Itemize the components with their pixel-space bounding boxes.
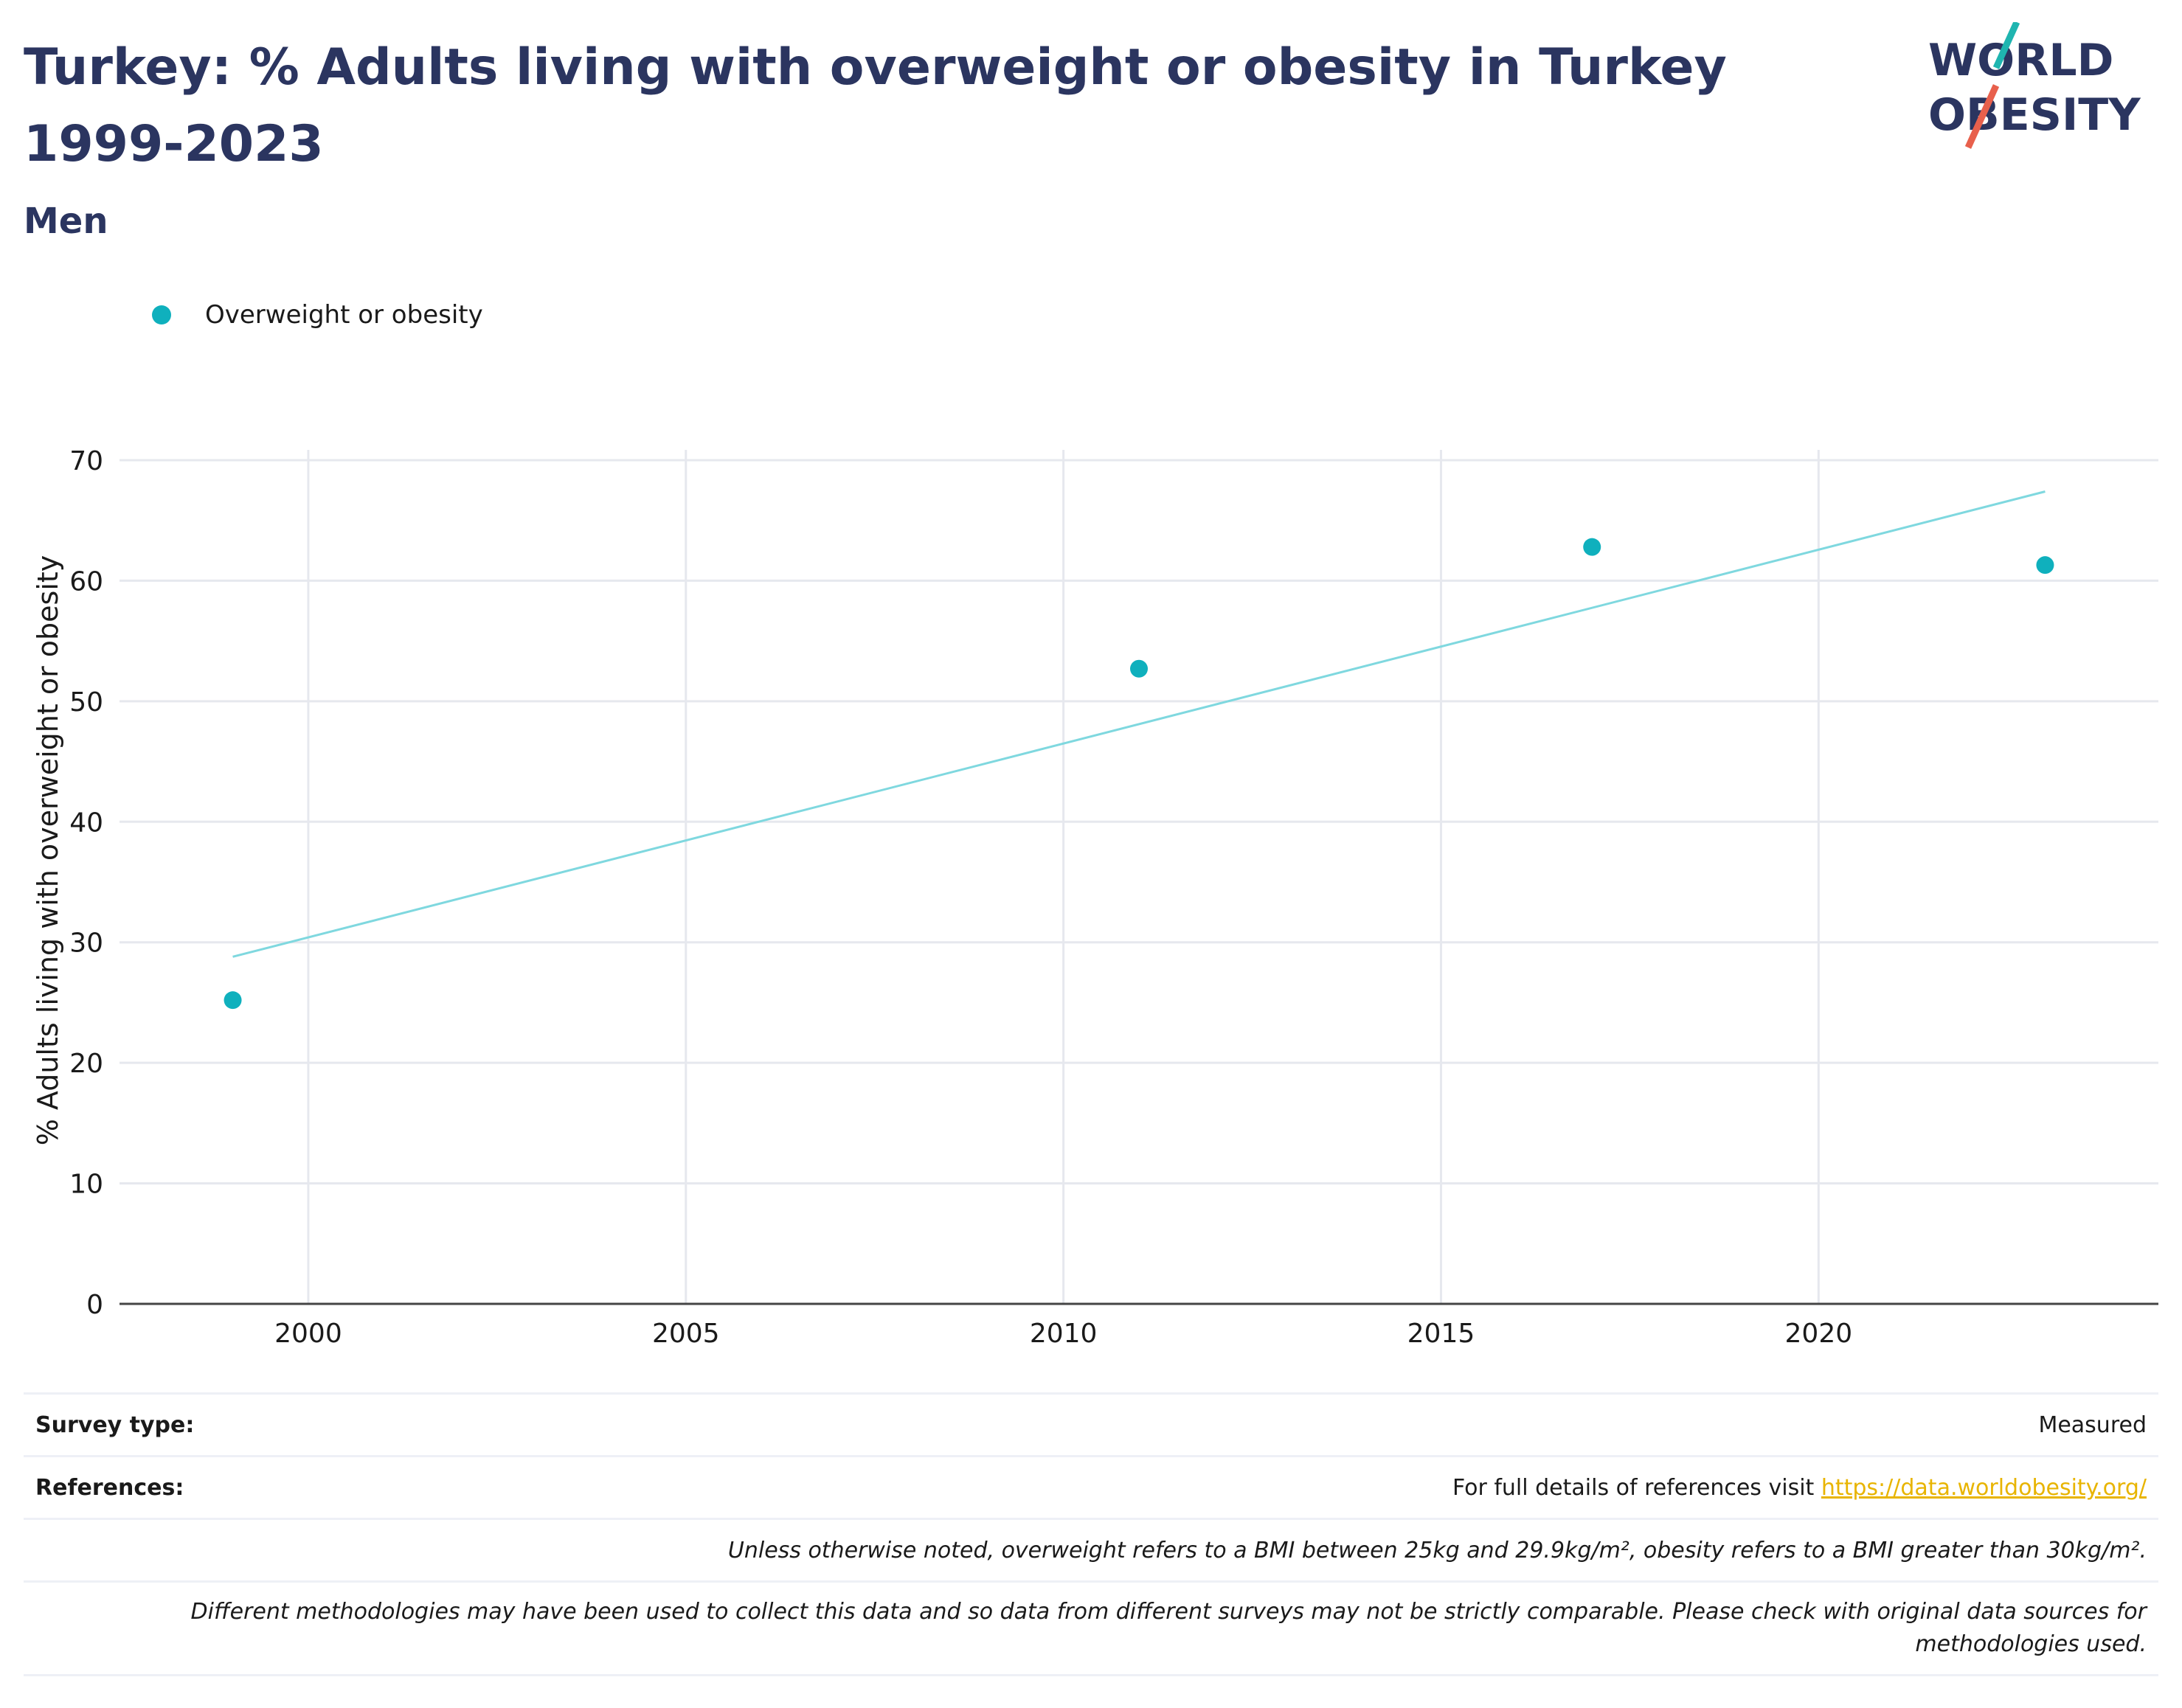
x-tick-label: 2020 (1785, 1319, 1853, 1349)
y-tick-label: 50 (69, 687, 103, 718)
legend-marker-icon (152, 305, 171, 324)
world-obesity-logo: WORLD OBESITY (1928, 22, 2141, 149)
axes: 0 10 20 30 40 50 60 70 2000 2005 2010 2015 2020 (69, 446, 2158, 1349)
data-point[interactable] (2036, 556, 2054, 574)
data-points (224, 538, 2054, 1010)
y-tick-label: 30 (69, 928, 103, 959)
survey-type-value: Measured (2038, 1412, 2147, 1438)
x-tick-label: 2015 (1407, 1319, 1475, 1349)
chart-plot[interactable]: 0 10 20 30 40 50 60 70 2000 2005 2010 2015 2020 % Ad… (0, 413, 2182, 1357)
references-value: For full details of references visit htt… (1452, 1475, 2147, 1501)
methodology-note-row: Different methodologies may have been us… (24, 1580, 2158, 1676)
legend-label: Overweight or obesity (205, 300, 483, 330)
logo-teal-slash (1992, 22, 2020, 69)
references-label: References: (35, 1474, 184, 1501)
chart-footer: Survey type: Measured References: For fu… (24, 1392, 2158, 1676)
x-tick-label: 2000 (274, 1319, 342, 1349)
y-tick-label: 60 (69, 566, 103, 597)
survey-type-label: Survey type: (35, 1412, 195, 1438)
chart-subtitle: Men (24, 201, 108, 242)
data-point[interactable] (224, 991, 242, 1010)
gridlines (120, 450, 2158, 1304)
definition-note: Unless otherwise noted, overweight refer… (727, 1537, 2147, 1563)
methodology-note: Different methodologies may have been us… (190, 1599, 2147, 1657)
page-title: Turkey: % Adults living with overweight … (24, 38, 1727, 173)
survey-type-row: Survey type: Measured (24, 1392, 2158, 1455)
y-tick-label: 40 (69, 808, 103, 838)
y-axis-title: % Adults living with overweight or obesi… (32, 555, 64, 1146)
y-tick-label: 70 (69, 446, 103, 476)
chart-legend[interactable]: Overweight or obesity (152, 296, 483, 333)
references-text: For full details of references visit (1452, 1474, 1821, 1501)
references-link[interactable]: https://data.worldobesity.org/ (1821, 1474, 2147, 1501)
references-row: References: For full details of referenc… (24, 1455, 2158, 1518)
y-tick-label: 0 (86, 1290, 103, 1320)
trendline (232, 490, 2046, 958)
logo-red-slash (1964, 84, 2000, 149)
x-tick-label: 2005 (652, 1319, 720, 1349)
data-point[interactable] (1583, 538, 1601, 556)
y-tick-label: 10 (69, 1170, 103, 1200)
definition-note-row: Unless otherwise noted, overweight refer… (24, 1518, 2158, 1580)
x-tick-label: 2010 (1030, 1319, 1098, 1349)
logo-line2: OBESITY (1928, 89, 2141, 141)
data-point[interactable] (1130, 659, 1148, 678)
y-tick-label: 20 (69, 1049, 103, 1079)
logo-line1: WORLD (1928, 35, 2113, 86)
trendline-layer (232, 490, 2046, 958)
